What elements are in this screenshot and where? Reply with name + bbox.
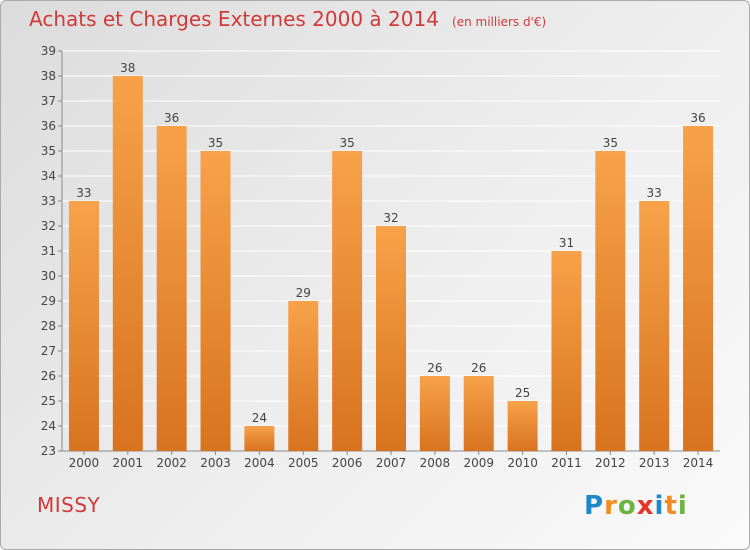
- bar-value-label: 24: [252, 411, 267, 425]
- label-layer: 23 24 25 26 27 28 29 30 31 32 33 34 35 36 37 38 39 33 2000…: [41, 44, 714, 470]
- y-tick-label: 33: [41, 194, 56, 208]
- logo-letter: P: [584, 491, 605, 521]
- bar: [112, 76, 143, 451]
- bar-value-label: 38: [120, 61, 135, 75]
- x-tick-label: 2001: [113, 456, 144, 470]
- logo-letter: x: [636, 491, 655, 521]
- x-tick-label: 2013: [639, 456, 670, 470]
- x-tick-label: 2005: [288, 456, 319, 470]
- logo-letter: i: [654, 491, 665, 521]
- bar: [595, 151, 626, 451]
- bar-value-label: 32: [383, 211, 398, 225]
- x-tick-label: 2010: [507, 456, 538, 470]
- bar: [68, 201, 99, 451]
- bar-value-label: 36: [690, 111, 705, 125]
- proxiti-logo: Proxiti: [584, 491, 688, 521]
- bar: [244, 426, 275, 451]
- bar-value-label: 26: [471, 361, 486, 375]
- bar: [683, 126, 714, 451]
- bar-value-label: 29: [296, 286, 311, 300]
- bar-value-label: 35: [208, 136, 223, 150]
- bar-layer: [68, 76, 714, 451]
- bar-value-label: 26: [427, 361, 442, 375]
- chart-title: Achats et Charges Externes 2000 à 2014: [29, 7, 439, 31]
- bar: [551, 251, 582, 451]
- x-tick-label: 2002: [156, 456, 187, 470]
- bar: [200, 151, 231, 451]
- y-tick-label: 26: [41, 369, 56, 383]
- bar-value-label: 35: [339, 136, 354, 150]
- y-tick-label: 25: [41, 394, 56, 408]
- bar: [419, 376, 450, 451]
- logo-letter: i: [677, 491, 688, 521]
- x-tick-label: 2008: [420, 456, 451, 470]
- x-tick-label: 2003: [200, 456, 231, 470]
- bar: [332, 151, 363, 451]
- bar: [463, 376, 494, 451]
- x-tick-label: 2012: [595, 456, 626, 470]
- bar-value-label: 33: [76, 186, 91, 200]
- y-tick-label: 23: [41, 444, 56, 458]
- x-tick-label: 2014: [683, 456, 714, 470]
- x-tick-label: 2009: [463, 456, 494, 470]
- y-tick-label: 34: [41, 169, 56, 183]
- logo-letter: r: [604, 491, 618, 521]
- y-tick-label: 31: [41, 244, 56, 258]
- bar: [376, 226, 406, 451]
- y-tick-label: 36: [41, 119, 56, 133]
- bar: [639, 201, 670, 451]
- logo-letter: t: [664, 491, 678, 521]
- bar-value-label: 25: [515, 386, 530, 400]
- chart-title-block: Achats et Charges Externes 2000 à 2014 (…: [29, 7, 546, 31]
- x-tick-label: 2011: [551, 456, 582, 470]
- y-tick-label: 27: [41, 344, 56, 358]
- chart-subtitle: (en milliers d'€): [452, 15, 547, 29]
- y-tick-label: 29: [41, 294, 56, 308]
- bar: [507, 401, 538, 451]
- y-tick-label: 28: [41, 319, 56, 333]
- y-tick-label: 38: [41, 69, 56, 83]
- y-tick-label: 35: [41, 144, 56, 158]
- town-name: MISSY: [37, 493, 101, 517]
- x-tick-label: 2000: [69, 456, 100, 470]
- y-tick-label: 32: [41, 219, 56, 233]
- bar-value-label: 33: [647, 186, 662, 200]
- bar: [288, 301, 319, 451]
- y-tick-label: 37: [41, 94, 56, 108]
- y-tick-label: 30: [41, 269, 56, 283]
- bar: [156, 126, 187, 451]
- bar-value-label: 31: [559, 236, 574, 250]
- y-tick-label: 24: [41, 419, 56, 433]
- x-tick-label: 2007: [376, 456, 407, 470]
- logo-letter: o: [617, 491, 637, 521]
- y-tick-label: 39: [41, 44, 56, 58]
- x-tick-label: 2006: [332, 456, 363, 470]
- bar-value-label: 36: [164, 111, 179, 125]
- x-tick-label: 2004: [244, 456, 275, 470]
- bar-value-label: 35: [603, 136, 618, 150]
